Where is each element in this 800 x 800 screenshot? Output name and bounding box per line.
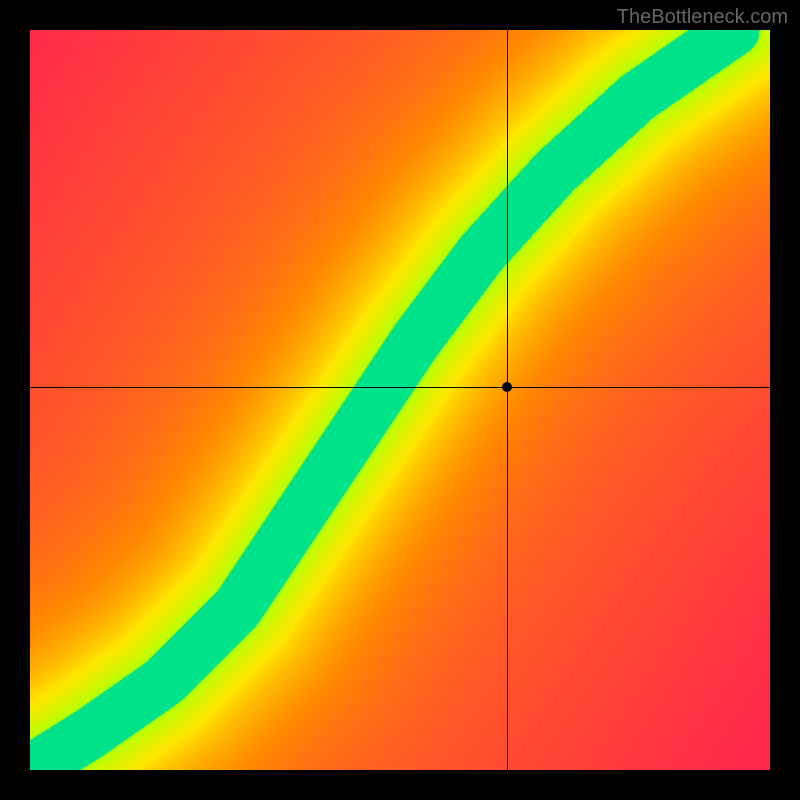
data-point-marker (502, 382, 512, 392)
crosshair-vertical (507, 30, 508, 770)
plot-area (30, 30, 770, 770)
heatmap-canvas (30, 30, 770, 770)
chart-container: TheBottleneck.com (0, 0, 800, 800)
crosshair-horizontal (30, 387, 770, 388)
watermark-text: TheBottleneck.com (617, 6, 788, 29)
